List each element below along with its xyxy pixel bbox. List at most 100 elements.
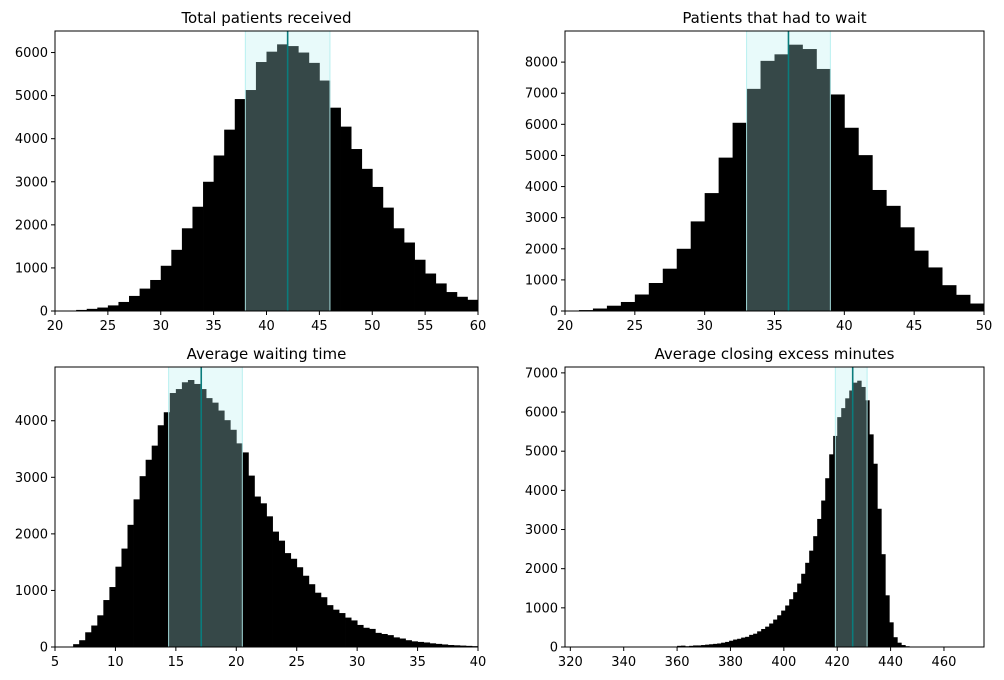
x-tick-label: 45: [906, 319, 923, 334]
histogram-bar: [788, 44, 803, 311]
histogram-bar: [465, 645, 473, 647]
histogram-bar: [127, 524, 134, 647]
histogram-bar: [662, 268, 678, 311]
chart-title: Total patients received: [180, 9, 351, 27]
y-tick-label: 2000: [15, 218, 48, 233]
histogram-bar: [381, 633, 388, 647]
histogram-bar: [928, 267, 943, 311]
histogram-bar: [606, 305, 622, 311]
histogram-bar: [877, 508, 882, 647]
histogram-bar: [841, 408, 846, 647]
histogram-bar: [121, 548, 128, 647]
histogram-bar: [737, 638, 742, 647]
histogram-bar: [73, 644, 80, 647]
histogram-bar: [435, 643, 443, 647]
histogram-bar: [399, 638, 406, 647]
histogram-bar: [705, 644, 710, 647]
histogram-bar: [781, 610, 786, 647]
histogram-bar: [634, 294, 650, 311]
histogram-bar: [326, 605, 334, 647]
histogram-bar: [725, 641, 730, 647]
histogram-bar: [697, 645, 702, 647]
histogram-bar: [351, 620, 358, 647]
histogram-bar: [729, 640, 734, 647]
histogram-bar: [187, 380, 195, 647]
histogram-bar: [741, 637, 746, 647]
histogram-bar: [970, 303, 984, 311]
histogram-bar: [284, 553, 292, 647]
histogram-bar: [753, 633, 758, 647]
histogram-bar: [830, 94, 845, 311]
histogram-bar: [308, 584, 316, 647]
histogram-bar: [109, 587, 116, 647]
histogram-bar: [387, 635, 394, 647]
histogram-bar: [453, 645, 461, 647]
histogram-bar: [869, 434, 874, 647]
subplot-average-waiting-time: 5 10 15 20 25 30 35 40 0 1000 2000 3000 4000 Average …: [15, 345, 486, 670]
histogram-bar: [817, 518, 822, 647]
y-tick-label: 5000: [525, 149, 558, 164]
y-tick-label: 4000: [15, 414, 48, 429]
histogram-bar: [405, 640, 412, 647]
histogram-bar: [213, 155, 225, 311]
histogram-bar: [429, 643, 437, 647]
histogram-bar: [272, 531, 279, 647]
x-tick-label: 20: [47, 319, 64, 334]
y-tick-label: 6000: [525, 406, 558, 421]
histogram-bar: [701, 645, 706, 647]
axes-frame: [54, 366, 479, 648]
histogram-bar: [169, 393, 177, 647]
y-tick-label: 4000: [15, 132, 48, 147]
histogram-bar: [849, 390, 854, 647]
histogram-bar: [467, 299, 478, 311]
plot-area: [677, 367, 914, 647]
histogram-bar: [592, 308, 608, 311]
histogram-bar: [956, 294, 971, 311]
y-tick-label: 5000: [15, 89, 48, 104]
histogram-bar: [224, 420, 231, 647]
histogram-bar: [329, 107, 341, 311]
histogram-bar: [693, 645, 698, 647]
histogram-bar: [717, 643, 722, 647]
histogram-bar: [361, 168, 373, 311]
histogram-bar: [345, 617, 352, 647]
histogram-bar: [248, 475, 255, 647]
histogram-bar: [829, 454, 834, 647]
histogram-bar: [441, 644, 449, 647]
histogram-bar: [411, 641, 418, 647]
histogram-bar: [793, 592, 798, 647]
histogram-bar: [382, 207, 394, 311]
histogram-bar: [446, 292, 458, 311]
y-tick-label: 1000: [15, 584, 48, 599]
x-tick-label: 30: [349, 655, 366, 670]
histogram-bar: [886, 205, 901, 311]
histogram-bar: [709, 644, 714, 647]
histogram-bar: [689, 645, 694, 647]
histogram-bar: [160, 265, 172, 311]
y-tick-label: 4000: [525, 484, 558, 499]
y-tick-label: 0: [550, 305, 558, 320]
histogram-bar: [79, 640, 86, 647]
x-tick-label: 380: [718, 655, 743, 670]
histogram-bar: [857, 380, 862, 647]
histogram-bar: [139, 288, 151, 311]
histogram-bar: [150, 279, 162, 311]
histogram-bar: [760, 60, 775, 311]
y-tick-label: 1000: [525, 601, 558, 616]
histogram-bar: [308, 62, 320, 311]
histogram-bar: [242, 452, 249, 647]
histogram-bar: [858, 155, 873, 311]
interval-band-edge: [834, 367, 868, 647]
histogram-bar: [97, 307, 109, 311]
y-tick-label: 2000: [525, 562, 558, 577]
histogram-bar: [254, 496, 261, 647]
histogram-bar: [761, 628, 766, 647]
histogram-bar: [339, 613, 346, 647]
histogram-bar: [192, 206, 204, 311]
histogram-bar: [302, 575, 310, 647]
histogram-bar: [320, 597, 328, 647]
x-tick-label: 25: [100, 319, 117, 334]
histogram-bar: [403, 242, 415, 311]
plot-area: [73, 367, 478, 647]
